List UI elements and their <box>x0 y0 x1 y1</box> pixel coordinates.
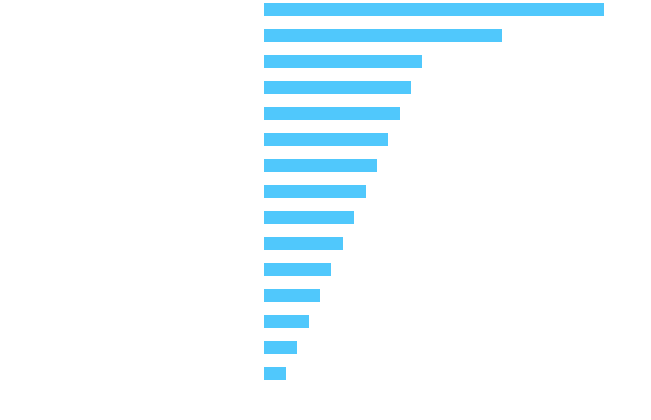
bar <box>264 211 354 224</box>
bar <box>264 341 297 354</box>
bar <box>264 367 286 380</box>
bar <box>264 133 388 146</box>
bar <box>264 3 604 16</box>
bar <box>264 237 343 250</box>
bar <box>264 315 309 328</box>
bar <box>264 107 400 120</box>
bar <box>264 263 331 276</box>
bar <box>264 185 366 198</box>
bar <box>264 289 320 302</box>
bar <box>264 81 411 94</box>
bar <box>264 29 502 42</box>
bar <box>264 159 377 172</box>
bar <box>264 55 422 68</box>
